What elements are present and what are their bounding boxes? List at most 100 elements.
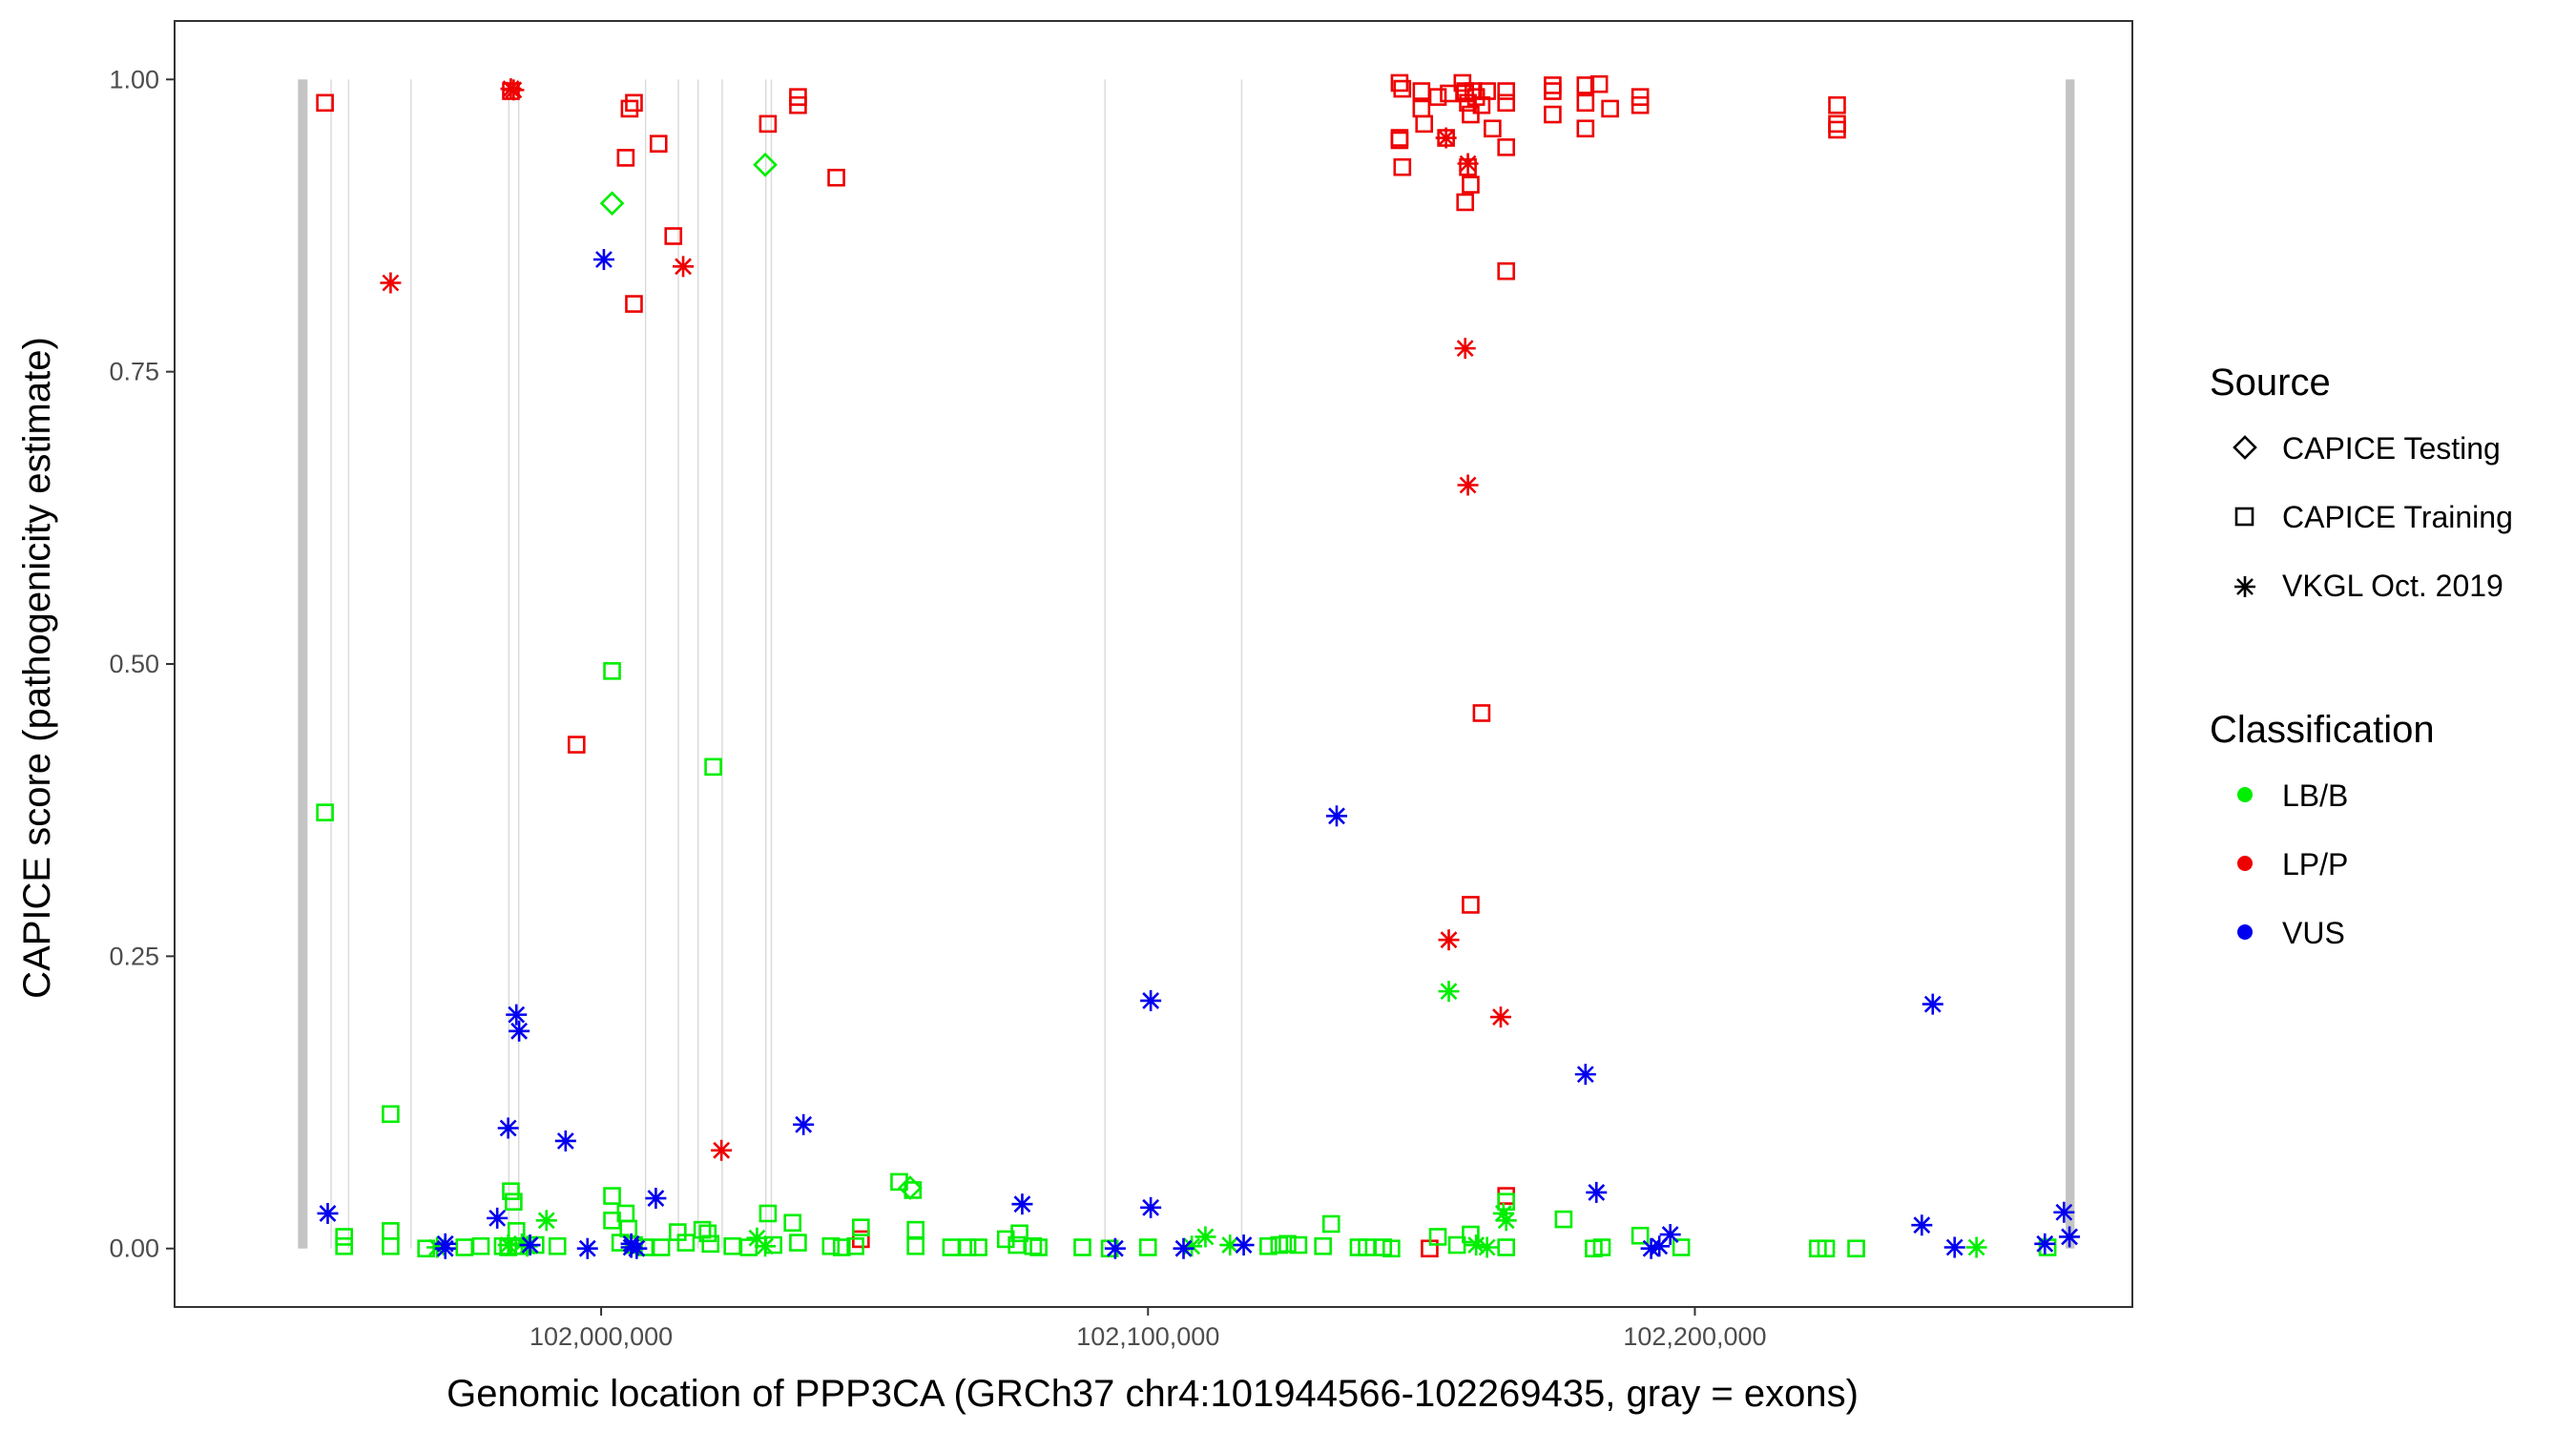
data-point (1659, 1224, 1681, 1246)
lbb-dot-icon (2237, 787, 2253, 802)
data-point (1415, 114, 1434, 134)
data-point (1412, 99, 1431, 118)
data-point (1640, 1237, 1662, 1259)
data-point (625, 93, 643, 113)
data-point (335, 1228, 353, 1246)
exon-band (721, 79, 723, 1249)
data-point (1847, 1239, 1865, 1258)
data-points (316, 73, 2081, 1259)
data-point (505, 1192, 523, 1212)
data-point (958, 1238, 977, 1256)
data-point (1911, 1214, 1933, 1236)
data-point (1544, 82, 1562, 100)
x-axis-title: Genomic location of PPP3CA (GRCh37 chr4:… (447, 1373, 1859, 1415)
data-point (1544, 105, 1562, 124)
data-point (827, 168, 845, 187)
data-point (1489, 1006, 1511, 1028)
data-point (898, 1175, 923, 1200)
data-point (1259, 1236, 1278, 1255)
data-point (652, 1238, 671, 1256)
exon-band (696, 79, 699, 1249)
data-point (1576, 119, 1595, 138)
data-point (789, 1234, 807, 1252)
data-point (592, 248, 614, 270)
data-point (701, 1234, 720, 1254)
data-point (519, 1234, 541, 1256)
data-point (1140, 1196, 1162, 1218)
data-point (832, 1238, 851, 1256)
data-point (1314, 1236, 1332, 1255)
data-point (1497, 138, 1516, 156)
data-point (554, 1130, 576, 1151)
data-point (1195, 1226, 1216, 1248)
data-point (1390, 131, 1409, 150)
data-point (2053, 1201, 2075, 1223)
data-point (1484, 119, 1502, 138)
data-point (382, 1222, 400, 1240)
legend-item-lbb: LB/B (2237, 778, 2348, 813)
exon-band (298, 79, 308, 1249)
data-point (1828, 120, 1846, 139)
data-point (434, 1237, 456, 1259)
data-point (1447, 1235, 1466, 1255)
data-point (1438, 929, 1460, 951)
series-lbb-capice-testing (599, 152, 923, 1200)
series-lpp-capice-training (316, 73, 1846, 1258)
data-point (1462, 896, 1480, 914)
data-point (1289, 1235, 1308, 1255)
data-point (487, 1207, 509, 1229)
y-tick-label: 0.75 (109, 358, 159, 386)
legend-label-lpp: LP/P (2282, 847, 2348, 881)
data-point (1497, 1238, 1516, 1256)
data-point (1672, 1238, 1691, 1256)
data-point (1011, 1193, 1033, 1215)
exon-bands (298, 79, 2075, 1249)
data-point (1601, 99, 1619, 118)
data-point (1010, 1224, 1028, 1243)
data-point (1576, 93, 1595, 113)
data-point (1462, 1225, 1480, 1244)
data-point (603, 662, 621, 680)
data-point (1472, 704, 1491, 722)
data-point (704, 757, 722, 777)
data-point (753, 152, 778, 177)
data-point (1574, 1064, 1596, 1086)
data-point (1478, 82, 1496, 100)
data-point (1457, 153, 1479, 175)
data-point (1390, 73, 1409, 93)
legend-item-vkgl: VKGL Oct. 2019 (2234, 569, 2503, 603)
data-point (503, 79, 525, 101)
data-point (316, 93, 334, 113)
data-point (1104, 1237, 1126, 1259)
legend-item-lpp: LP/P (2237, 847, 2348, 881)
data-point (509, 1020, 530, 1042)
exon-band (765, 79, 767, 1249)
series-lbb-capice-training (316, 662, 2057, 1258)
data-point (1428, 88, 1447, 106)
data-point (1497, 261, 1516, 280)
diamond-icon (2233, 435, 2257, 460)
data-point (603, 1187, 621, 1205)
exon-band (2066, 79, 2075, 1249)
data-point (576, 1237, 598, 1259)
legend-label-capice-training: CAPICE Training (2282, 500, 2513, 534)
data-point (567, 736, 586, 754)
exon-band (1240, 79, 1243, 1249)
data-point (1462, 105, 1480, 124)
data-point (1393, 79, 1412, 98)
y-axis-title: CAPICE score (pathogenicity estimate) (16, 337, 58, 999)
data-point (1576, 76, 1595, 94)
data-point (1544, 76, 1562, 94)
data-point (821, 1236, 841, 1255)
data-point (1828, 95, 1846, 114)
data-point (497, 1117, 519, 1139)
data-point (1456, 193, 1475, 212)
exon-band (677, 79, 679, 1249)
data-point (506, 1004, 528, 1026)
y-tick-label: 0.50 (109, 650, 159, 678)
y-tick-label: 1.00 (109, 65, 159, 93)
data-point (1326, 805, 1348, 827)
data-point (1140, 989, 1162, 1011)
legend-item-vus: VUS (2237, 916, 2345, 950)
data-point (846, 1236, 864, 1255)
